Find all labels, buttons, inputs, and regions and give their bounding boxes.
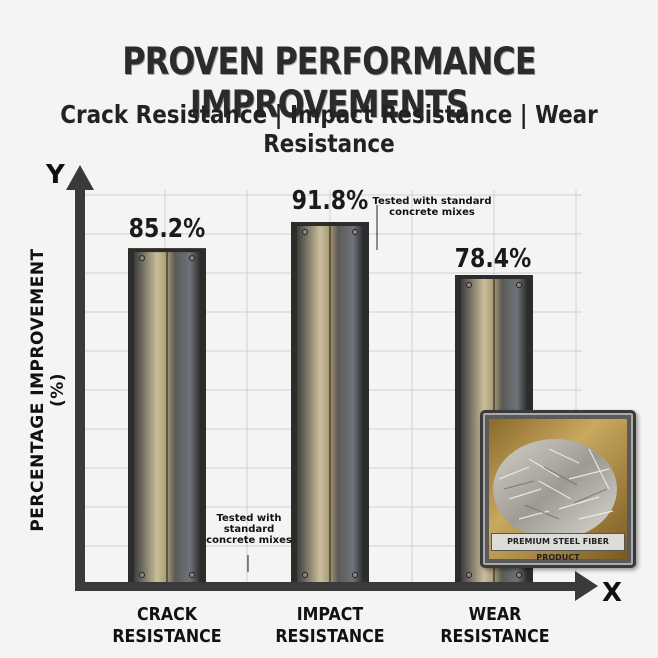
bar-rivet (466, 282, 472, 288)
bar (128, 248, 206, 585)
product-label: PREMIUM STEEL FIBER PRODUCT (491, 533, 625, 562)
bar-rivet (302, 229, 308, 236)
annotation-bottom: Tested with standard concrete mixes (206, 513, 292, 546)
steel-fiber-pile-icon (493, 439, 617, 539)
category-label-crack: CRACK RESISTANCE (101, 604, 233, 648)
bar-rivet (516, 572, 522, 578)
bar-value-wear: 78.4% (454, 244, 532, 274)
chart-subtitle: Crack Resistance | Impact Resistance | W… (60, 100, 598, 158)
bar-rivet (189, 572, 195, 578)
bar-value-impact: 91.8% (291, 186, 369, 216)
category-label-wear-line2: RESISTANCE (440, 626, 550, 647)
x-axis-arrow (575, 571, 598, 601)
chart-title: PROVEN PERFORMANCE IMPROVEMENTS (122, 40, 536, 126)
category-label-impact-line1: IMPACT (296, 604, 364, 625)
y-axis-letter: Y (46, 160, 65, 190)
annotation-top: Tested with standard concrete mixes (372, 196, 492, 218)
bar-rivet (466, 572, 472, 578)
category-label-crack-line2: RESISTANCE (112, 626, 222, 647)
x-axis-letter: X (602, 578, 623, 608)
category-label-impact: IMPACT RESISTANCE (264, 604, 396, 648)
bar-rivet (189, 255, 195, 262)
product-image-frame: PREMIUM STEEL FIBER PRODUCT (480, 410, 636, 568)
bar-rivet (516, 282, 522, 288)
bar-rivet (352, 572, 358, 578)
category-label-wear-line1: WEAR (468, 604, 522, 625)
y-axis-label: PERCENTAGE IMPROVEMENT (%) (28, 248, 68, 532)
category-label-crack-line1: CRACK (136, 604, 197, 625)
bar-rivet (302, 572, 308, 578)
bar-rivet (139, 255, 145, 262)
y-axis-arrow (66, 165, 94, 190)
bar (291, 222, 369, 585)
category-label-impact-line2: RESISTANCE (275, 626, 385, 647)
bar-rivet (139, 572, 145, 578)
x-axis-line (75, 582, 585, 591)
bar-rivet (352, 229, 358, 236)
bar-value-crack: 85.2% (128, 214, 206, 244)
y-axis-line (75, 185, 85, 590)
category-label-wear: WEAR RESISTANCE (429, 604, 561, 648)
